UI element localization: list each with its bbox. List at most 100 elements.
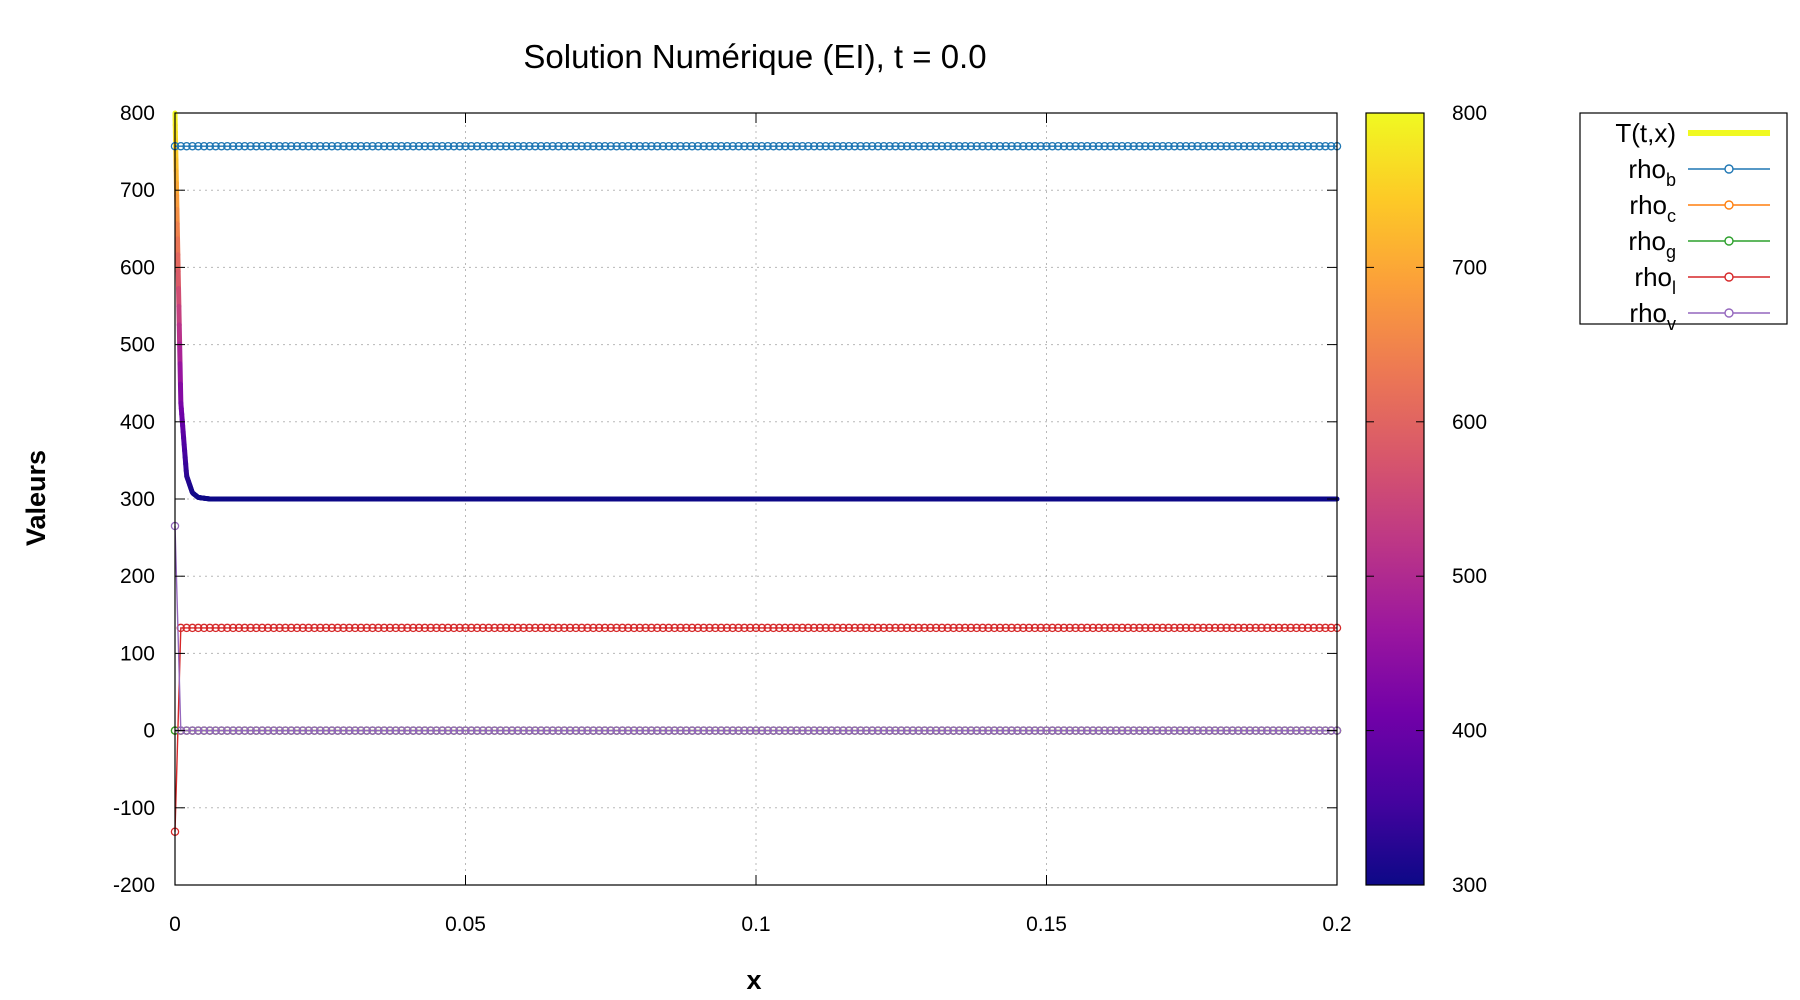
data-point: [1007, 726, 1016, 735]
data-point: [333, 726, 342, 735]
data-point: [1187, 726, 1197, 735]
data-point: [769, 141, 778, 151]
data-point: [583, 623, 592, 633]
data-point: [1071, 623, 1080, 633]
data-point: [769, 623, 778, 633]
data-point: [281, 726, 290, 735]
data-point: [984, 726, 993, 735]
data-point: [664, 623, 674, 633]
data-point: [850, 726, 860, 735]
data-point: [1129, 141, 1138, 151]
data-point: [530, 141, 540, 151]
data-point: [844, 141, 854, 151]
data-point: [1036, 623, 1045, 633]
data-point: [1158, 623, 1167, 633]
data-point: [606, 726, 616, 735]
data-point: [501, 623, 511, 633]
data-point: [623, 141, 633, 151]
data-point: [1251, 141, 1260, 151]
data-point: [687, 141, 697, 151]
data-point: [693, 141, 703, 151]
legend-marker: [1724, 308, 1734, 318]
data-point: [844, 726, 854, 735]
data-point: [234, 623, 244, 633]
data-point: [786, 726, 796, 735]
data-point: [1239, 141, 1249, 151]
data-point: [501, 141, 511, 151]
data-point: [1216, 141, 1226, 151]
data-point: [1129, 623, 1138, 633]
data-point: [722, 726, 732, 735]
data-point: [403, 623, 412, 633]
data-point: [711, 726, 720, 735]
data-point: [275, 623, 284, 633]
data-point: [978, 623, 987, 633]
data-point: [1117, 623, 1127, 633]
data-point: [1036, 726, 1045, 735]
data-point: [641, 623, 650, 633]
data-point: [989, 726, 999, 735]
data-point: [438, 623, 447, 633]
data-point: [751, 623, 761, 633]
data-point: [1164, 141, 1173, 151]
data-point: [827, 141, 836, 151]
data-point: [211, 726, 220, 735]
data-point: [478, 726, 488, 735]
data-point: [763, 141, 772, 151]
data-point: [920, 623, 929, 633]
data-point: [1175, 141, 1185, 151]
y-tick-label: 200: [120, 565, 155, 588]
data-point: [408, 623, 418, 633]
data-point: [629, 141, 639, 151]
data-point: [1326, 623, 1336, 633]
data-point: [501, 726, 511, 735]
data-point: [751, 726, 761, 735]
data-point: [240, 726, 249, 735]
data-point: [1042, 726, 1051, 735]
data-point: [984, 623, 993, 633]
data-point: [1100, 141, 1109, 151]
data-point: [618, 141, 627, 151]
data-point: [472, 141, 482, 151]
data-point: [420, 141, 430, 151]
data-point: [368, 726, 377, 735]
data-point: [1024, 726, 1034, 735]
data-point: [705, 623, 714, 633]
data-point: [652, 623, 662, 633]
legend-item: T(t,x): [1615, 118, 1770, 148]
plot-series: [170, 110, 1342, 836]
data-point: [193, 623, 203, 633]
data-point: [565, 623, 575, 633]
data-point: [420, 623, 430, 633]
data-point: [176, 141, 186, 151]
data-point: [1048, 141, 1057, 151]
data-point: [862, 726, 871, 735]
data-point: [1280, 726, 1289, 735]
data-point: [467, 141, 476, 151]
data-point: [931, 623, 941, 633]
data-point: [699, 726, 708, 735]
data-point: [682, 623, 691, 633]
data-point: [751, 141, 761, 151]
data-point: [304, 623, 313, 633]
data-point: [345, 141, 354, 151]
data-point: [1001, 623, 1011, 633]
data-point: [908, 623, 918, 633]
data-point: [809, 623, 819, 633]
data-point: [902, 141, 912, 151]
data-point: [1111, 623, 1121, 633]
data-point: [769, 726, 778, 735]
data-point: [577, 726, 586, 735]
data-point: [379, 726, 389, 735]
data-point: [252, 726, 261, 735]
data-point: [368, 141, 377, 151]
data-point: [252, 623, 261, 633]
data-point: [496, 726, 505, 735]
data-point: [682, 141, 691, 151]
data-point: [211, 141, 220, 151]
data-point: [699, 141, 708, 151]
data-point: [327, 141, 337, 151]
data-point: [1297, 141, 1307, 151]
data-point: [682, 726, 691, 735]
data-point: [780, 726, 790, 735]
